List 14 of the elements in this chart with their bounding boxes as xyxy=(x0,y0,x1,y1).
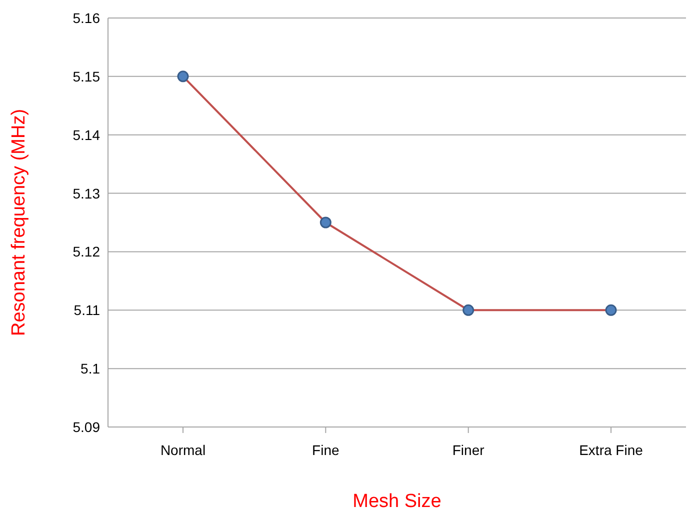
y-tick-label: 5.12 xyxy=(72,244,100,260)
x-tick-label: Fine xyxy=(312,442,340,458)
y-axis-title: Resonant frequency (MHz) xyxy=(8,108,30,336)
y-tick-label: 5.16 xyxy=(72,10,100,26)
x-tick-label: Normal xyxy=(160,442,206,458)
y-tick-label: 5.13 xyxy=(72,185,100,202)
x-tick-label: Extra Fine xyxy=(579,442,644,458)
x-axis-title: Mesh Size xyxy=(352,491,442,512)
x-tick-label: Finer xyxy=(452,442,485,458)
y-tick-label: 5.1 xyxy=(80,360,100,377)
y-tick-label: 5.14 xyxy=(72,126,100,143)
y-tick-label: 5.09 xyxy=(72,418,100,435)
y-tick-label: 5.11 xyxy=(74,302,100,318)
y-tick-label: 5.15 xyxy=(72,68,100,84)
